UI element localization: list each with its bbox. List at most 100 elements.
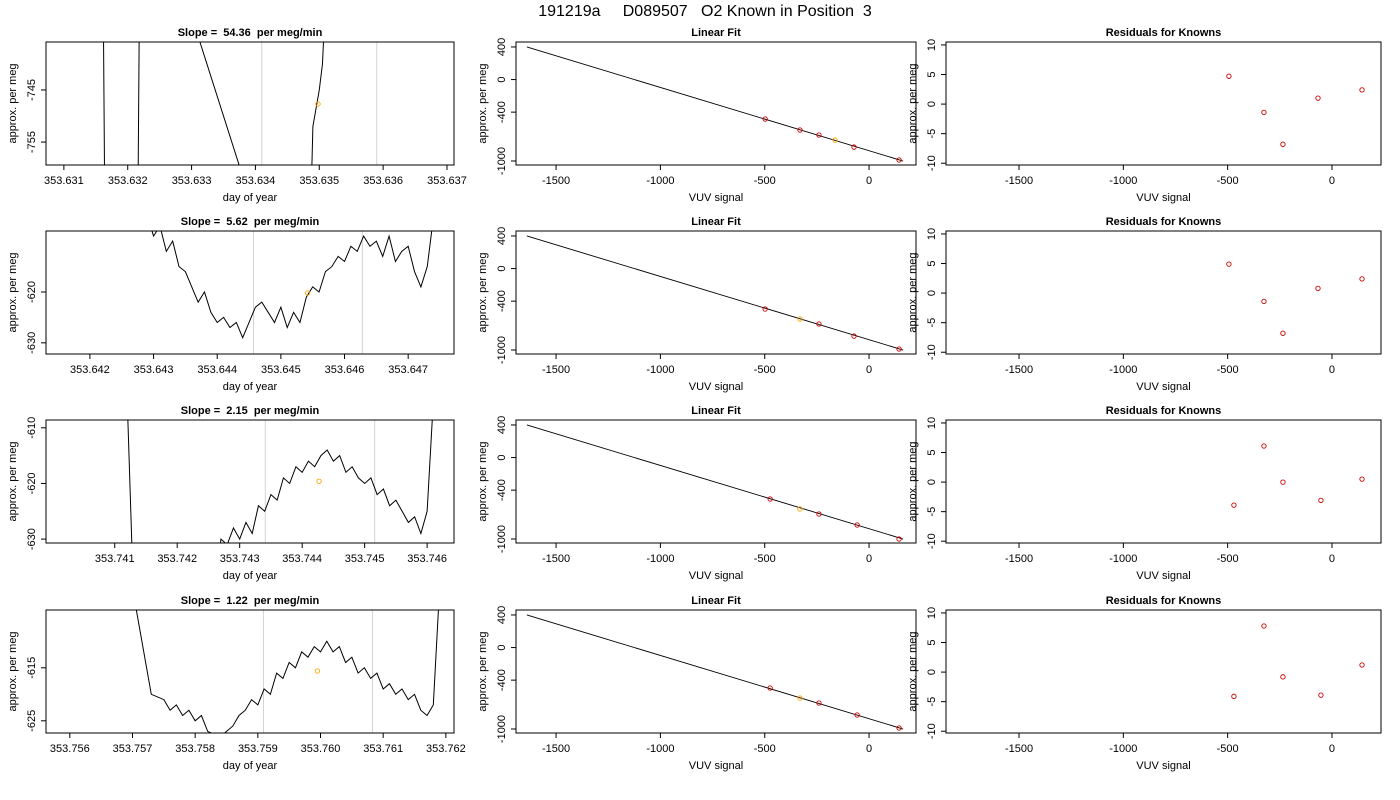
data-point <box>851 333 857 339</box>
y-tick-label: 5 <box>926 71 938 77</box>
data-point <box>896 346 902 352</box>
data-point <box>854 522 860 528</box>
x-tick-label: 353.746 <box>407 553 447 565</box>
panel-title: Slope = 54.36 per meg/min <box>178 27 323 39</box>
x-tick-label: 353.762 <box>426 743 466 755</box>
current-point <box>316 478 322 484</box>
data-point <box>1226 261 1232 267</box>
data-point <box>797 127 803 133</box>
x-tick-label: 353.647 <box>388 364 428 376</box>
x-axis-label: VUV signal <box>1136 760 1190 772</box>
panel-title: Slope = 2.15 per meg/min <box>181 405 320 417</box>
x-tick-label: -1000 <box>646 553 674 565</box>
x-tick-label: -1500 <box>542 175 570 187</box>
panel-title: Residuals for Knowns <box>1106 216 1222 228</box>
plot-area <box>526 235 904 352</box>
y-tick-label: 10 <box>926 417 938 429</box>
y-tick-label: -400 <box>496 290 508 312</box>
x-tick-label: 353.741 <box>95 553 135 565</box>
data-point <box>1315 95 1321 101</box>
y-tick-label: -5 <box>926 507 938 517</box>
y-tick-label: 400 <box>496 606 508 624</box>
x-tick-label: 353.642 <box>70 364 110 376</box>
data-point <box>797 316 803 322</box>
data-point <box>896 725 902 731</box>
x-tick-label: 353.745 <box>345 553 385 565</box>
fit-line <box>526 424 904 540</box>
x-tick-label: -500 <box>754 364 776 376</box>
y-tick-label: -620 <box>26 281 38 303</box>
plot-frame <box>945 419 1382 544</box>
y-tick-label: -5 <box>926 318 938 328</box>
x-tick-label: -500 <box>1217 743 1239 755</box>
x-axis-label: VUV signal <box>1136 192 1190 204</box>
y-axis-label: approx. per meg <box>907 631 919 711</box>
x-tick-label: -1500 <box>1005 743 1033 755</box>
data-point <box>762 116 768 122</box>
x-axis-label: VUV signal <box>689 381 743 393</box>
y-axis-label: approx. per meg <box>477 631 489 711</box>
x-tick-label: 353.636 <box>363 175 403 187</box>
data-point <box>1261 298 1267 305</box>
y-tick-label: 5 <box>926 260 938 266</box>
data-point <box>1261 623 1267 629</box>
data-point <box>896 157 902 163</box>
y-tick-label: -1000 <box>496 147 508 175</box>
x-tick-label: 353.637 <box>427 175 467 187</box>
plot-area <box>1226 261 1365 336</box>
x-tick-label: -1500 <box>1005 175 1033 187</box>
panel-title: Linear Fit <box>691 595 741 607</box>
data-point <box>767 496 773 502</box>
x-tick-label: -500 <box>1217 553 1239 565</box>
plot-area <box>1226 73 1365 147</box>
x-tick-label: 353.744 <box>282 553 322 565</box>
data-line <box>103 42 324 165</box>
panel-title: Residuals for Knowns <box>1106 27 1222 39</box>
y-tick-label: -615 <box>26 657 38 679</box>
x-tick-label: -1500 <box>542 364 570 376</box>
x-tick-label: -1000 <box>1109 364 1137 376</box>
x-tick-label: 353.635 <box>299 175 339 187</box>
data-point <box>797 506 803 512</box>
x-tick-label: 0 <box>1329 553 1335 565</box>
x-tick-label: -1000 <box>1109 553 1137 565</box>
data-point <box>1359 276 1365 282</box>
data-point <box>1318 692 1324 698</box>
x-axis-label: VUV signal <box>1136 381 1190 393</box>
y-tick-label: -10 <box>926 723 938 739</box>
y-tick-label: -400 <box>496 479 508 501</box>
x-tick-label: 353.761 <box>363 743 403 755</box>
plot-frame <box>45 230 455 355</box>
x-tick-label: 353.759 <box>238 743 278 755</box>
plot-area <box>526 46 904 163</box>
y-tick-label: 0 <box>926 290 938 296</box>
y-axis-label: approx. per meg <box>7 441 19 521</box>
plot-frame <box>945 609 1382 734</box>
panel-title: Linear Fit <box>691 216 741 228</box>
x-tick-label: 0 <box>866 743 872 755</box>
y-tick-label: -610 <box>26 417 38 439</box>
y-axis-label: approx. per meg <box>7 631 19 711</box>
data-point <box>767 685 773 691</box>
y-tick-label: 400 <box>496 227 508 245</box>
y-tick-label: -10 <box>926 533 938 549</box>
x-tick-label: 353.634 <box>236 175 276 187</box>
y-tick-label: 400 <box>496 38 508 56</box>
x-axis-label: VUV signal <box>689 192 743 204</box>
panel-title: Linear Fit <box>691 27 741 39</box>
data-point <box>816 511 822 517</box>
x-tick-label: 353.644 <box>197 364 237 376</box>
data-point <box>1280 674 1286 680</box>
x-tick-label: -1500 <box>1005 364 1033 376</box>
y-axis-label: approx. per meg <box>7 252 19 332</box>
x-tick-label: 353.758 <box>175 743 215 755</box>
y-axis-label: approx. per meg <box>477 63 489 143</box>
data-point <box>1226 73 1232 79</box>
x-tick-label: -1000 <box>1109 743 1137 755</box>
x-tick-label: 353.645 <box>261 364 301 376</box>
x-axis-label: VUV signal <box>689 760 743 772</box>
x-tick-label: -1000 <box>646 743 674 755</box>
x-axis-label: day of year <box>223 381 278 393</box>
x-axis-label: VUV signal <box>1136 570 1190 582</box>
